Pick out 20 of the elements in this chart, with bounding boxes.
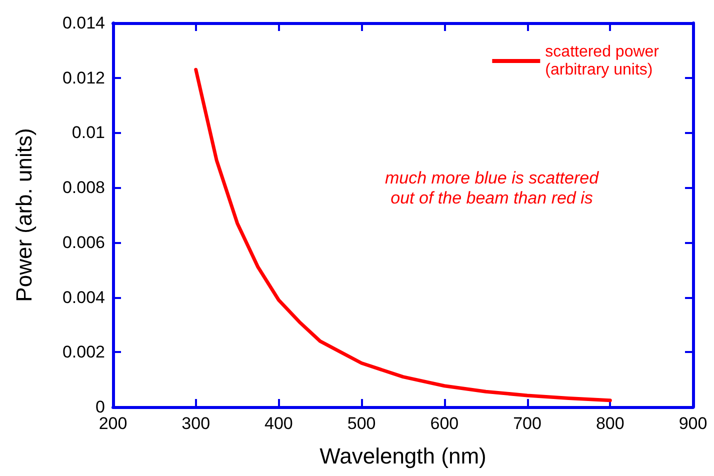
y-tick-label: 0.014 <box>62 14 105 32</box>
x-tick-label: 600 <box>430 414 459 433</box>
y-tick-label: 0.01 <box>72 123 105 142</box>
x-tick-label: 400 <box>264 414 293 433</box>
x-tick-label: 700 <box>513 414 542 433</box>
y-tick-label: 0.006 <box>62 232 105 252</box>
y-tick-label: 0.008 <box>62 178 105 198</box>
y-tick-label: 0.004 <box>62 288 105 307</box>
y-tick-label: 0.012 <box>62 68 105 88</box>
x-tick-label: 200 <box>98 414 128 433</box>
x-axis-title: Wavelength (nm) <box>320 444 486 468</box>
x-tick-label: 300 <box>182 414 210 433</box>
x-tick-label: 900 <box>678 414 708 433</box>
legend-label: scattered power (arbitrary units) <box>545 44 660 78</box>
annotation: much more blue is scattered out of the beam than red is <box>384 168 600 208</box>
x-tick-label: 800 <box>596 414 624 433</box>
x-tick-label: 500 <box>347 414 376 433</box>
y-axis-title: Power (arb. units) <box>12 128 36 302</box>
y-tick-label: 0 <box>96 398 105 416</box>
y-tick-label: 0.002 <box>62 342 105 362</box>
